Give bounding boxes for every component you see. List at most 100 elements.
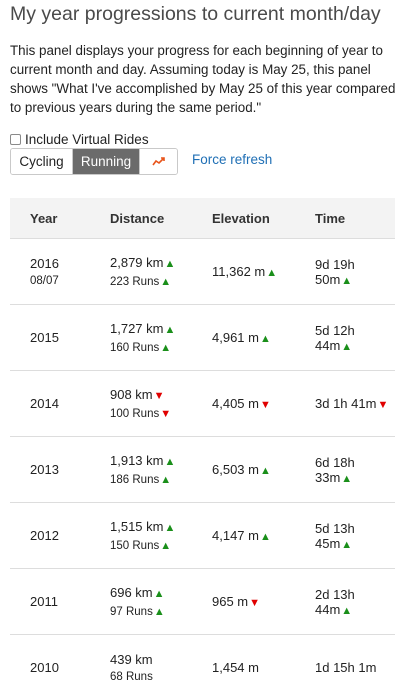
distance-value: 1,727 km	[110, 321, 163, 336]
run-count-value: 223 Runs	[110, 276, 159, 288]
elevation-cell: 11,362 m▲	[212, 239, 315, 305]
distance-line: 1,913 km▲	[110, 452, 212, 471]
elevation-value: 4,961 m	[212, 330, 259, 345]
run-count-line: 97 Runs▲	[110, 605, 212, 620]
include-virtual-checkbox[interactable]	[10, 134, 21, 145]
arrow-up-icon: ▲	[260, 465, 271, 477]
year-cell: 2015	[10, 305, 110, 371]
panel-description: This panel displays your progress for ea…	[10, 41, 396, 117]
year-cell: 2012	[10, 503, 110, 569]
distance-cell: 1,913 km▲186 Runs▲	[110, 437, 212, 503]
distance-value: 2,879 km	[110, 255, 163, 270]
arrow-up-icon: ▲	[160, 276, 171, 288]
elevation-cell: 1,454 m	[212, 635, 315, 700]
distance-value: 908 km	[110, 387, 153, 402]
distance-line: 2,879 km▲	[110, 254, 212, 273]
year-cell: 2010	[10, 635, 110, 700]
arrow-down-icon: ▼	[154, 390, 165, 402]
run-count-line: 150 Runs▲	[110, 539, 212, 554]
arrow-up-icon: ▲	[164, 258, 175, 270]
distance-line: 439 km	[110, 651, 212, 668]
year-value: 2011	[30, 593, 110, 610]
run-count-line: 68 Runs	[110, 670, 212, 685]
year-value: 2012	[30, 527, 110, 544]
distance-cell: 696 km▲ 97 Runs▲	[110, 569, 212, 635]
run-count-line: 160 Runs▲	[110, 341, 212, 356]
time-cell: 5d 12h 44m▲	[315, 305, 395, 371]
elevation-cell: 965 m▼	[212, 569, 315, 635]
arrow-up-icon: ▲	[164, 522, 175, 534]
column-header-year[interactable]: Year	[10, 198, 110, 239]
toolbar: Cycling Running Force refresh	[10, 148, 395, 175]
column-header-time[interactable]: Time	[315, 198, 395, 239]
year-value: 2014	[30, 395, 110, 412]
year-value: 2010	[30, 659, 110, 676]
time-value: 1d 15h 1m	[315, 660, 376, 675]
run-count-value: 100 Runs	[110, 408, 159, 420]
time-cell: 6d 18h 33m▲	[315, 437, 395, 503]
year-cell: 2014	[10, 371, 110, 437]
arrow-up-icon: ▲	[160, 540, 171, 552]
arrow-up-icon: ▲	[260, 333, 271, 345]
cycling-button[interactable]: Cycling	[11, 149, 72, 174]
distance-value: 1,515 km	[110, 519, 163, 534]
elevation-cell: 4,147 m▲	[212, 503, 315, 569]
arrow-up-icon: ▲	[160, 474, 171, 486]
arrow-up-icon: ▲	[341, 539, 352, 551]
arrow-up-icon: ▲	[164, 456, 175, 468]
run-count-line: 186 Runs▲	[110, 473, 212, 488]
run-count-value: 160 Runs	[110, 342, 159, 354]
table-header-row: Year Distance Elevation Time	[10, 198, 395, 239]
arrow-down-icon: ▼	[377, 399, 388, 411]
elevation-cell: 6,503 m▲	[212, 437, 315, 503]
elevation-value: 965 m	[212, 594, 248, 609]
distance-line: 696 km▲	[110, 584, 212, 603]
arrow-up-icon: ▲	[341, 341, 352, 353]
run-count-line: 223 Runs▲	[110, 275, 212, 290]
elevation-value: 4,405 m	[212, 396, 259, 411]
distance-line: 1,515 km▲	[110, 518, 212, 537]
column-header-elevation[interactable]: Elevation	[212, 198, 315, 239]
elevation-cell: 4,961 m▲	[212, 305, 315, 371]
year-cell: 2011	[10, 569, 110, 635]
force-refresh-link[interactable]: Force refresh	[192, 152, 272, 167]
arrow-up-icon: ▲	[164, 324, 175, 336]
distance-cell: 439 km 68 Runs	[110, 635, 212, 700]
elevation-value: 4,147 m	[212, 528, 259, 543]
arrow-up-icon: ▲	[266, 267, 277, 279]
arrow-down-icon: ▼	[249, 597, 260, 609]
arrow-down-icon: ▼	[160, 408, 171, 420]
distance-value: 696 km	[110, 585, 153, 600]
include-virtual-option[interactable]: Include Virtual Rides	[10, 131, 395, 147]
running-button[interactable]: Running	[72, 149, 139, 174]
arrow-down-icon: ▼	[260, 399, 271, 411]
column-header-distance[interactable]: Distance	[110, 198, 212, 239]
distance-line: 1,727 km▲	[110, 320, 212, 339]
year-date: 08/07	[30, 274, 110, 289]
run-count-value: 68 Runs	[110, 671, 153, 683]
trend-chart-icon	[152, 157, 165, 166]
chart-view-button[interactable]	[139, 149, 177, 174]
arrow-up-icon: ▲	[160, 342, 171, 354]
arrow-up-icon: ▲	[341, 605, 352, 617]
year-value: 2016	[30, 255, 110, 272]
elevation-value: 11,362 m	[212, 264, 265, 279]
distance-cell: 1,515 km▲150 Runs▲	[110, 503, 212, 569]
distance-value: 439 km	[110, 652, 153, 667]
run-count-value: 186 Runs	[110, 474, 159, 486]
year-cell: 2016 08/07	[10, 239, 110, 305]
year-cell: 2013	[10, 437, 110, 503]
time-cell: 2d 13h 44m▲	[315, 569, 395, 635]
run-count-value: 150 Runs	[110, 540, 159, 552]
elevation-cell: 4,405 m▼	[212, 371, 315, 437]
run-count-line: 100 Runs▼	[110, 407, 212, 422]
distance-cell: 2,879 km▲223 Runs▲	[110, 239, 212, 305]
elevation-value: 1,454 m	[212, 660, 259, 675]
arrow-up-icon: ▲	[341, 473, 352, 485]
